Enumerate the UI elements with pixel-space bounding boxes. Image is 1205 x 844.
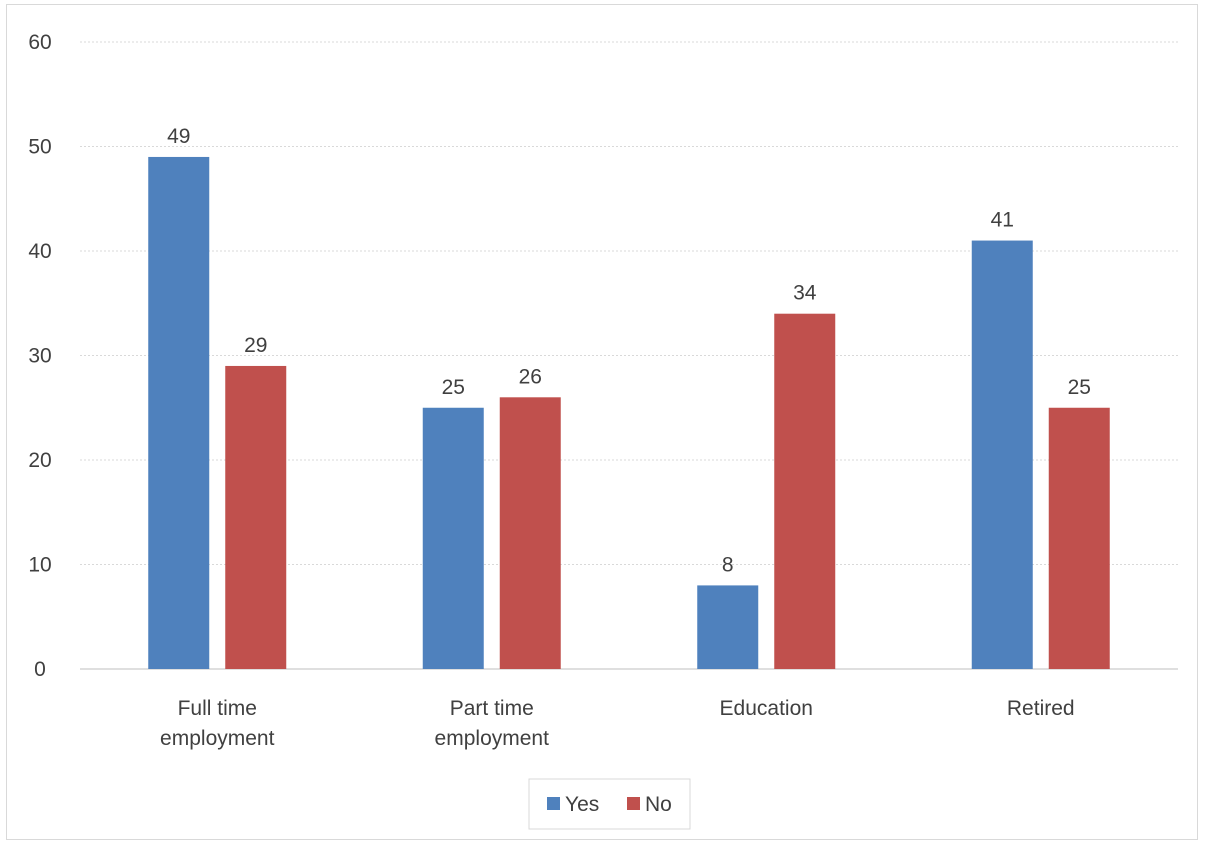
x-axis-category-labels: Full time employment Part time employment Ed…	[160, 697, 1075, 750]
data-label: 26	[519, 365, 542, 388]
data-label: 34	[793, 282, 817, 305]
y-tick-label: 50	[28, 136, 51, 159]
bar-no[interactable]	[1048, 407, 1110, 669]
bar-yes[interactable]	[971, 240, 1033, 670]
y-tick-label: 20	[28, 449, 51, 472]
legend-label-no: No	[645, 793, 672, 816]
legend-swatch-yes	[547, 797, 560, 810]
data-label: 41	[991, 209, 1014, 232]
x-tick-label: Retired	[1007, 697, 1075, 720]
legend: Yes No	[528, 778, 691, 830]
bar-yes[interactable]	[148, 156, 210, 669]
x-tick-label: Part time employment	[435, 697, 550, 750]
data-labels: 49 29 25 26 8 34 41 25	[167, 125, 1091, 576]
legend-swatch-no	[627, 797, 640, 810]
y-tick-label: 40	[28, 240, 51, 263]
y-tick-label: 0	[34, 658, 46, 681]
bar-no[interactable]	[499, 397, 561, 669]
data-label: 25	[442, 376, 465, 399]
y-tick-label: 10	[28, 554, 51, 577]
bar-no[interactable]	[225, 365, 287, 669]
data-label: 25	[1068, 376, 1091, 399]
y-tick-label: 30	[28, 345, 51, 368]
x-tick-label: Full time employment	[160, 697, 275, 750]
data-label: 49	[167, 125, 190, 148]
data-label: 8	[722, 553, 734, 576]
bar-yes[interactable]	[422, 407, 484, 669]
bar-yes[interactable]	[697, 585, 759, 669]
y-axis-ticks: 0 10 20 30 40 50 60	[28, 31, 51, 681]
bar-no[interactable]	[774, 313, 836, 669]
legend-label-yes: Yes	[565, 793, 599, 816]
x-tick-label: Education	[720, 697, 813, 720]
data-label: 29	[244, 334, 267, 357]
bars	[148, 156, 1110, 670]
y-tick-label: 60	[28, 31, 51, 54]
